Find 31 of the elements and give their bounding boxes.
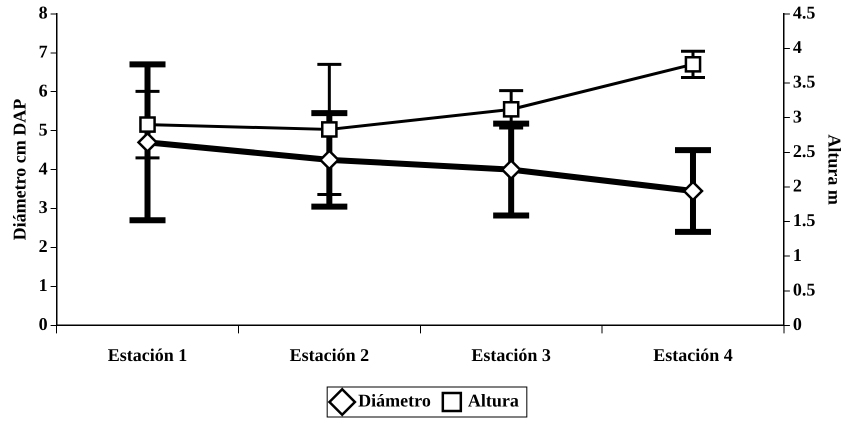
y2-axis-title: Altura m: [824, 134, 845, 205]
x-tick-label: Estación 4: [653, 344, 733, 365]
y-tick-label: 3: [38, 197, 48, 218]
y2-tick-label: 4: [792, 37, 802, 58]
y-tick-label: 1: [38, 275, 48, 296]
x-tick-label: Estación 3: [471, 344, 551, 365]
y2-tick-label: 4.5: [792, 2, 816, 22]
y-tick-label: 5: [38, 119, 48, 140]
y-tick-label: 7: [38, 41, 48, 62]
y-tick-label: 4: [38, 158, 48, 178]
legend-label: Altura: [468, 390, 519, 411]
y2-tick-label: 1: [792, 244, 802, 265]
y-tick-label: 8: [38, 2, 48, 22]
point: [502, 101, 520, 118]
x-tick-label: Estación 2: [290, 344, 370, 365]
y-tick-label: 0: [38, 314, 48, 334]
y-axis-title: Diámetro cm DAP: [9, 98, 30, 240]
y2-tick-label: 3.5: [792, 72, 816, 92]
point: [139, 116, 156, 133]
legend-label: Diámetro: [358, 390, 431, 411]
y2-tick-label: 0: [792, 314, 802, 334]
y2-tick-label: 0.5: [792, 279, 816, 300]
y-tick-label: 6: [38, 80, 48, 100]
y2-tick-label: 3: [792, 106, 802, 126]
y2-tick-label: 2.5: [792, 140, 816, 161]
y-tick-label: 2: [38, 236, 48, 256]
point: [321, 121, 338, 138]
y2-tick-label: 1.5: [792, 210, 816, 230]
y2-tick-label: 2: [792, 176, 802, 196]
x-tick-label: Estación 1: [108, 344, 188, 365]
point: [684, 56, 702, 73]
